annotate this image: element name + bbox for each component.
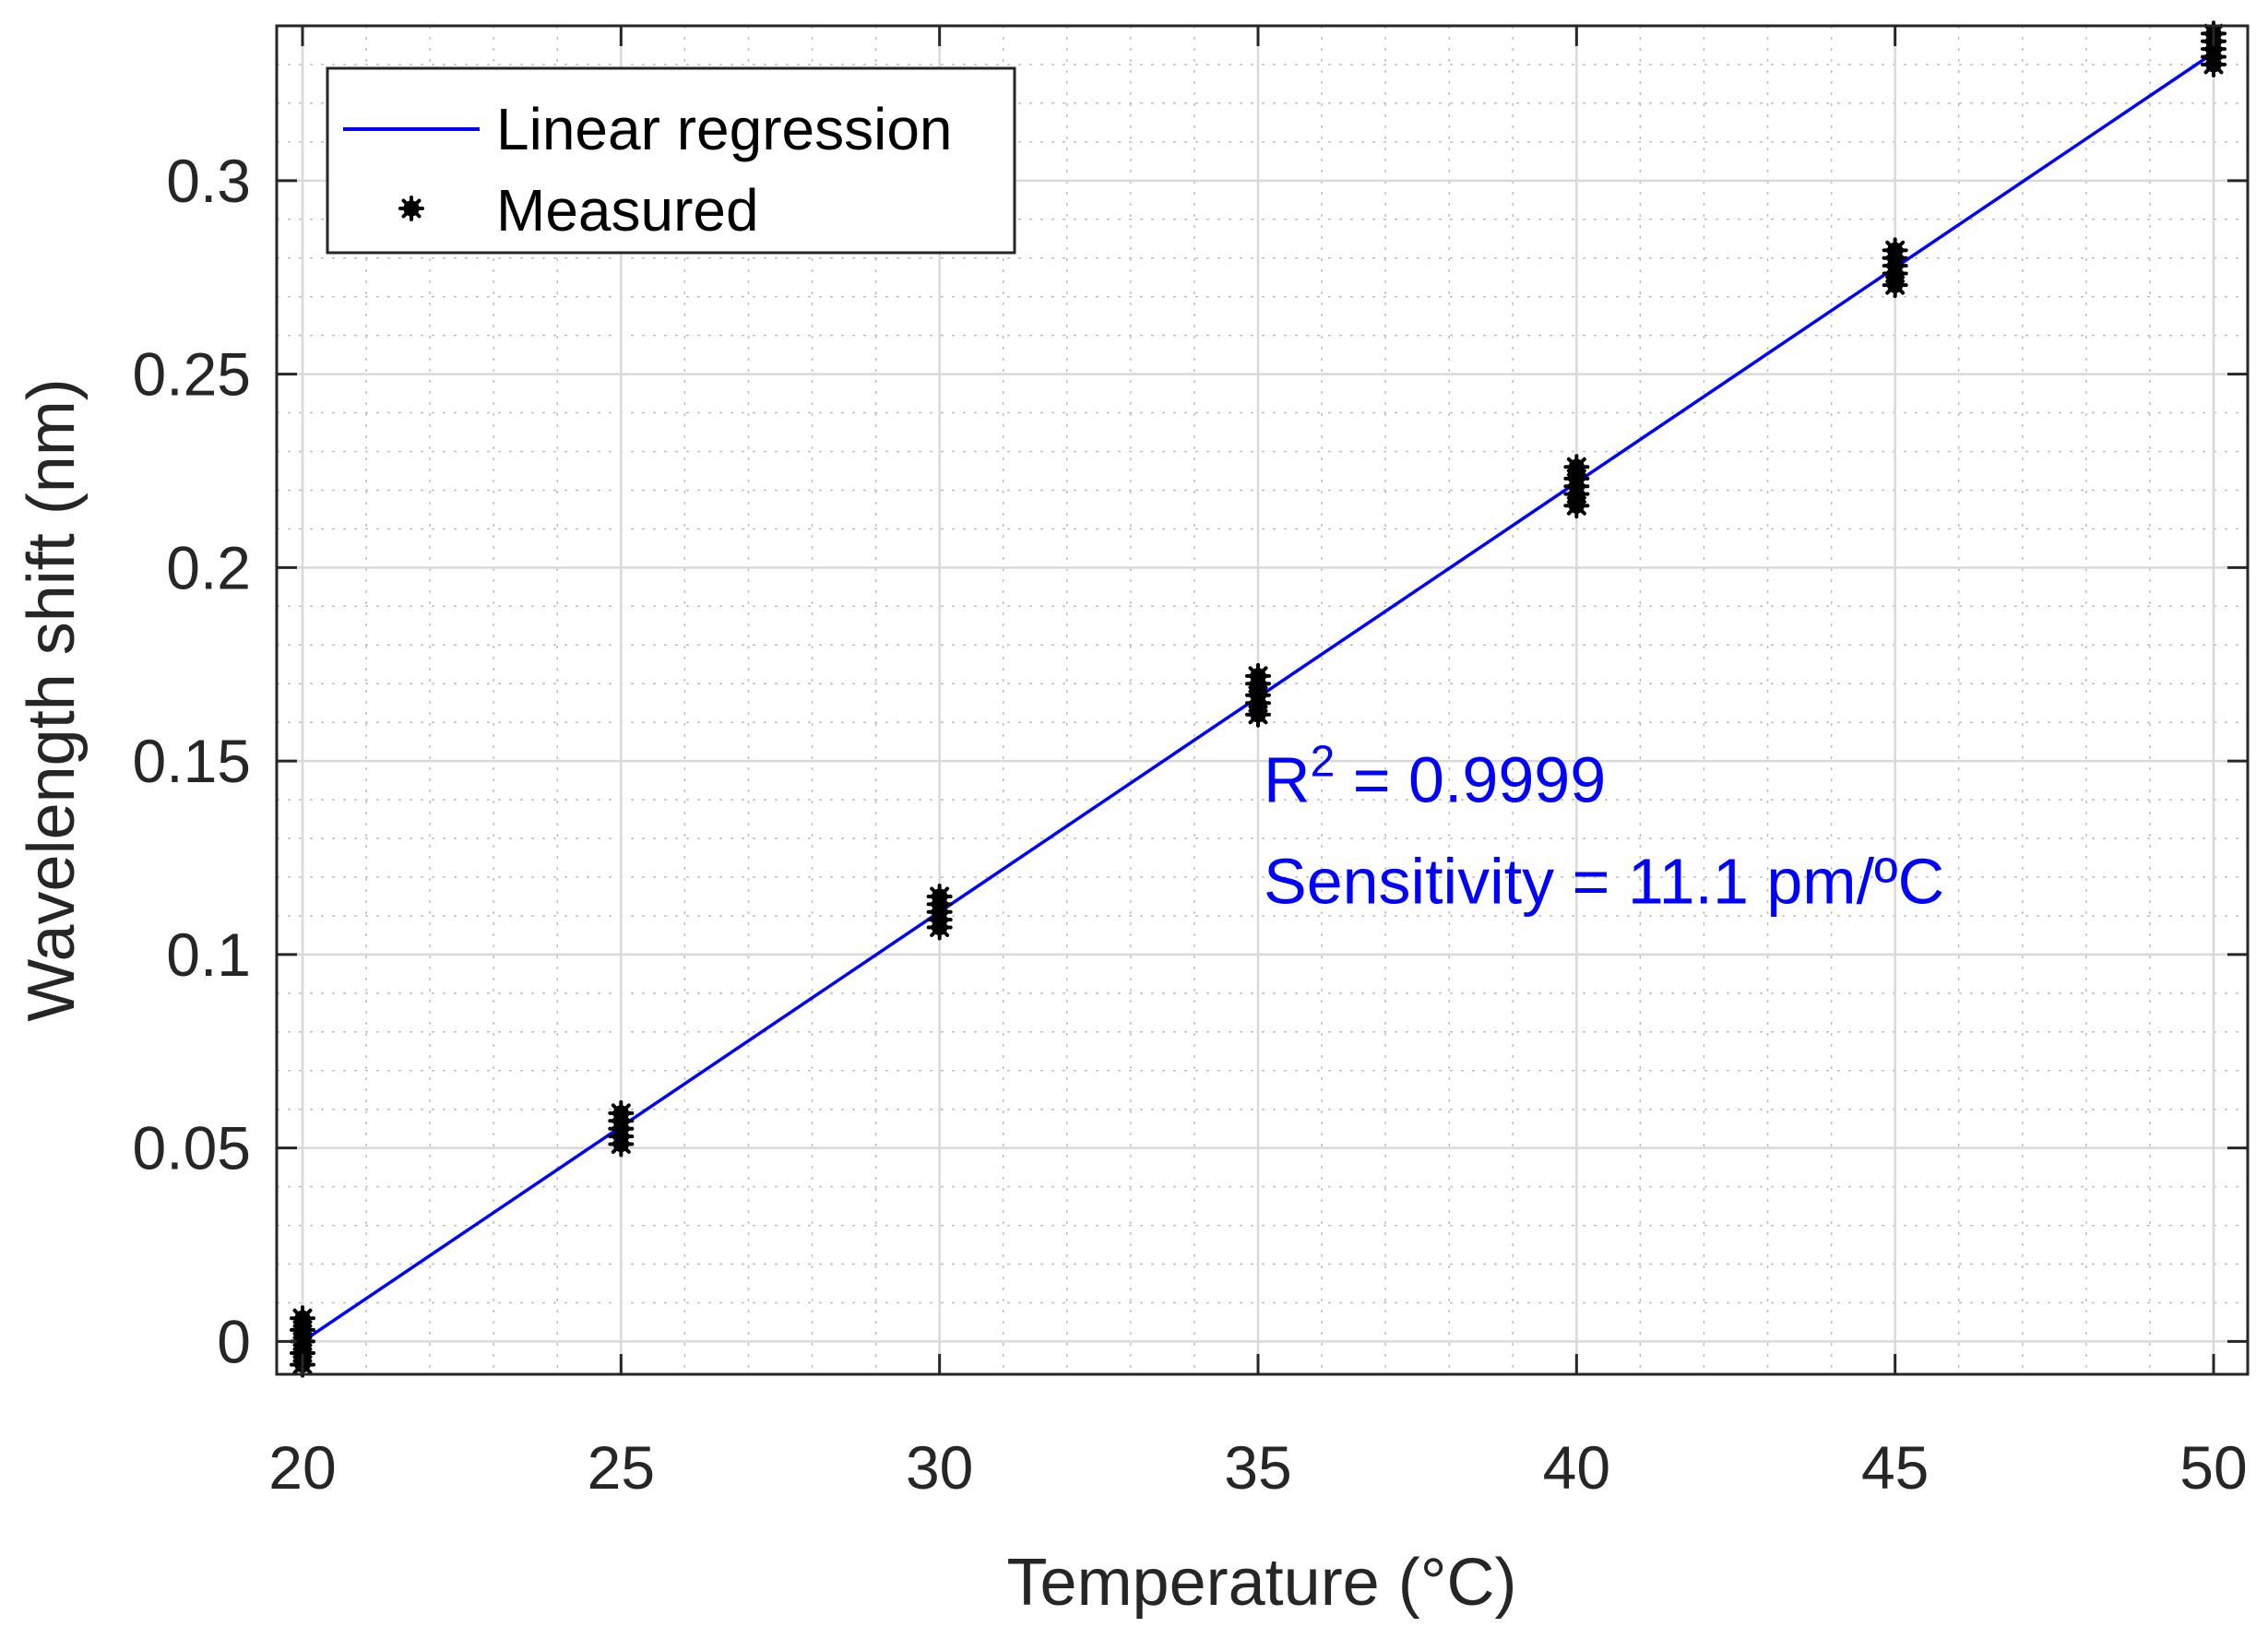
x-tick-label: 45 bbox=[1861, 1433, 1929, 1502]
x-tick-label: 40 bbox=[1543, 1433, 1610, 1502]
y-tick-label: 0.2 bbox=[166, 533, 251, 601]
sensitivity-annotation: Sensitivity = 11.1 pm/ºC bbox=[1264, 846, 1944, 918]
asterisk-core bbox=[612, 1105, 629, 1122]
measured-point bbox=[290, 1305, 315, 1332]
measured-point bbox=[1563, 454, 1590, 481]
series-layer bbox=[290, 20, 2226, 1378]
r-squared-value: = 0.9999 bbox=[1335, 744, 1606, 816]
asterisk-core bbox=[294, 1310, 311, 1326]
x-tick-label: 20 bbox=[268, 1433, 336, 1502]
legend: Linear regression Measured bbox=[326, 66, 1016, 255]
tick-labels: 20 25 30 35 40 45 50 0 0.05 0.1 0.15 0.2 0.25 0.3 bbox=[133, 147, 2248, 1502]
asterisk-core bbox=[1250, 668, 1266, 684]
r-squared-base: R bbox=[1264, 744, 1311, 816]
measured-point bbox=[1245, 662, 1271, 689]
legend-asterisk bbox=[398, 196, 424, 221]
ticks-layer bbox=[277, 26, 2248, 1374]
legend-label-linear-regression: Linear regression bbox=[496, 96, 953, 162]
x-tick-label: 25 bbox=[588, 1433, 655, 1502]
asterisk-core bbox=[1568, 458, 1585, 475]
legend-label-measured: Measured bbox=[496, 177, 759, 243]
annotation-group: R2 = 0.9999 Sensitivity = 11.1 pm/ºC bbox=[1264, 738, 1944, 918]
r-squared-annotation: R2 = 0.9999 bbox=[1264, 738, 1606, 816]
asterisk-core bbox=[403, 200, 420, 217]
legend-box bbox=[326, 66, 1016, 255]
y-tick-label: 0.1 bbox=[166, 920, 251, 989]
r-squared-superscript: 2 bbox=[1311, 738, 1336, 787]
plot-frame bbox=[275, 24, 2250, 1376]
measured-point bbox=[926, 883, 953, 909]
y-tick-label: 0 bbox=[217, 1307, 251, 1375]
x-tick-label: 50 bbox=[2179, 1433, 2247, 1502]
asterisk-core bbox=[1887, 242, 1904, 258]
y-axis-title: Wavelength shift (nm) bbox=[15, 378, 89, 1022]
measured-point bbox=[608, 1099, 635, 1126]
asterisk-core bbox=[932, 888, 948, 905]
x-tick-label: 30 bbox=[906, 1433, 973, 1502]
x-tick-label: 35 bbox=[1224, 1433, 1291, 1502]
y-tick-label: 0.3 bbox=[166, 147, 251, 215]
y-tick-label: 0.15 bbox=[133, 727, 251, 795]
x-axis-title: Temperature (°C) bbox=[1007, 1546, 1517, 1620]
measured-point bbox=[1882, 237, 1908, 264]
y-tick-label: 0.05 bbox=[133, 1114, 251, 1182]
y-tick-label: 0.25 bbox=[133, 340, 251, 409]
legend-marker-sample bbox=[398, 196, 424, 221]
